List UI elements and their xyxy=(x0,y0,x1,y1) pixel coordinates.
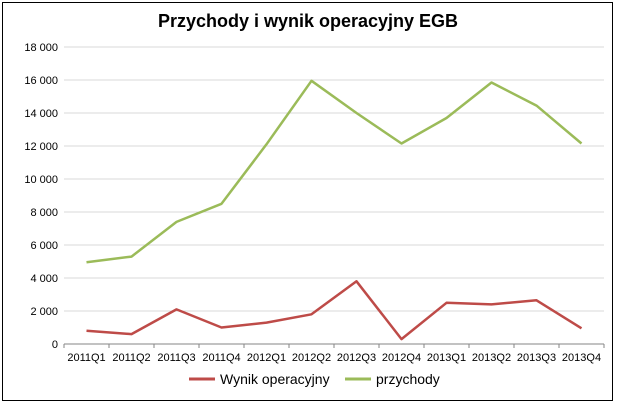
y-tick-label: 16 000 xyxy=(24,75,58,87)
legend-label: przychody xyxy=(376,371,440,387)
series-line-1 xyxy=(86,280,583,341)
y-axis-ticks: 0 2 000 4 000 6 000 8 000 10 000 12 000 14 000 1… xyxy=(24,42,58,351)
y-tick-label: 10 000 xyxy=(24,174,58,186)
x-tick-label: 2011Q2 xyxy=(112,352,150,364)
x-tick-label: 2012Q4 xyxy=(382,352,421,364)
y-tick-label: 6 000 xyxy=(30,240,58,252)
y-tick-label: 14 000 xyxy=(24,108,58,120)
x-tick-label: 2013Q3 xyxy=(517,352,556,364)
x-tick-label: 2011Q3 xyxy=(157,352,195,364)
x-tick-label: 2012Q3 xyxy=(337,352,376,364)
x-tick-label: 2012Q1 xyxy=(247,352,286,364)
chart-title: Przychody i wynik operacyjny EGB xyxy=(158,11,458,31)
legend-label: Wynik operacyjny xyxy=(220,371,330,387)
chart-frame xyxy=(2,2,613,401)
series-line-2 xyxy=(86,79,583,264)
y-tick-label: 2 000 xyxy=(30,306,58,318)
x-tick-label: 2012Q2 xyxy=(292,352,331,364)
grid-lines xyxy=(64,46,604,312)
y-tick-label: 12 000 xyxy=(24,141,58,153)
series-lines xyxy=(86,79,583,341)
x-axis-ticks: 2011Q1 2011Q2 2011Q3 2011Q4 2012Q1 2012Q2 2012… xyxy=(63,344,605,364)
x-tick-label: 2013Q4 xyxy=(562,352,601,364)
x-tick-label: 2011Q4 xyxy=(202,352,240,364)
legend: Wynik operacyjny przychody xyxy=(189,371,440,387)
x-tick-label: 2011Q1 xyxy=(67,352,105,364)
x-tick-label: 2013Q1 xyxy=(427,352,466,364)
y-tick-label: 18 000 xyxy=(24,42,58,54)
x-tick-label: 2013Q2 xyxy=(472,352,511,364)
y-tick-label: 0 xyxy=(52,339,58,351)
y-tick-label: 4 000 xyxy=(30,273,58,285)
y-tick-label: 8 000 xyxy=(30,207,58,219)
